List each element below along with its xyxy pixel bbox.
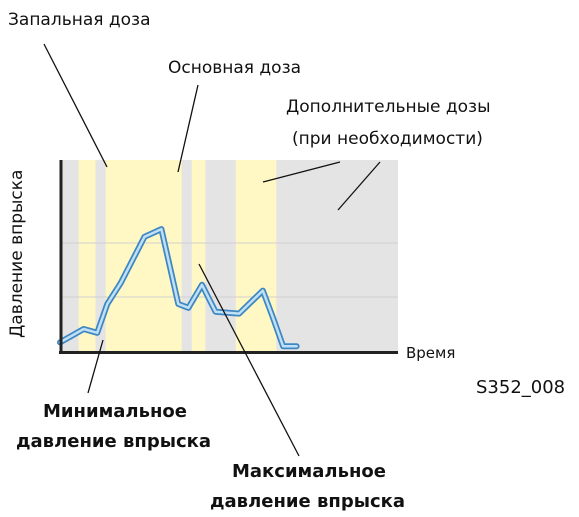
label-additional-doses: Дополнительные дозы (286, 97, 491, 117)
x-axis-label: Время (406, 344, 455, 362)
leader-line-pilot-dose (43, 43, 108, 168)
pressure-curve (57, 226, 300, 350)
leader-line-min-pressure (87, 339, 104, 394)
label-pilot-dose: Запальная доза (8, 10, 151, 30)
dose-band-additional-2 (235, 160, 277, 352)
label-max-pressure-line2: давление впрыска (210, 491, 405, 512)
label-min-pressure: Минимальное (43, 401, 187, 422)
plot-area (57, 160, 398, 352)
dose-band-pilot (78, 160, 96, 352)
label-main-dose: Основная доза (168, 58, 301, 78)
pressure-curve-line (58, 227, 298, 348)
leader-line-additional-dose-2 (337, 161, 381, 211)
label-additional-doses-note: (при необходимости) (292, 129, 483, 149)
leader-line-main-dose (177, 84, 199, 173)
label-min-pressure-line2: давление впрыска (16, 431, 211, 452)
leader-line-additional-dose-1 (262, 161, 341, 183)
label-max-pressure: Максимальное (232, 461, 386, 482)
figure-code: S352_008 (476, 377, 565, 398)
y-axis-label: Давление впрыска (7, 170, 27, 338)
dose-band-additional-1 (191, 160, 206, 352)
dose-bands (78, 160, 277, 352)
leader-line-max-pressure (198, 263, 300, 457)
